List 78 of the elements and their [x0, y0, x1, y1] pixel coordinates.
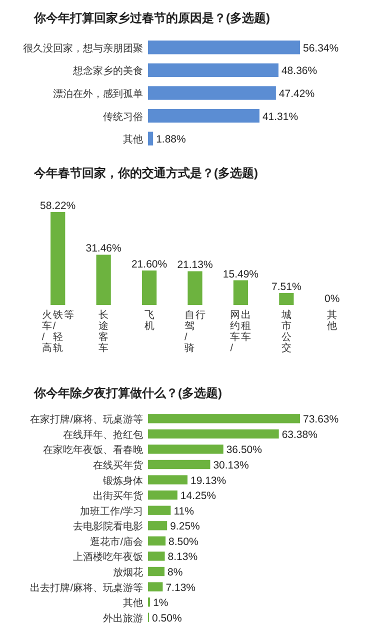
bar: [148, 429, 279, 439]
bar: [148, 132, 154, 146]
bar: [148, 86, 276, 100]
x-tick-label: 飞机: [144, 310, 154, 332]
bar: [148, 40, 300, 54]
bar: [148, 552, 165, 561]
data-label: 8.13%: [168, 551, 198, 564]
data-label: 11%: [174, 505, 194, 518]
data-label: 7.13%: [166, 582, 196, 594]
x-tick-label: 其他: [327, 309, 338, 332]
data-label: 63.38%: [282, 428, 318, 441]
data-label: 21.60%: [131, 258, 168, 270]
chart-title: 你今年除夕夜打算做什么？(多选题): [33, 386, 222, 400]
bar: [148, 444, 224, 454]
y-tick-label: 很久没回家，想与亲朋团聚: [23, 42, 143, 54]
data-label: 30.13%: [213, 460, 249, 472]
bar: [148, 108, 260, 123]
y-tick-label: 想念家乡的美食: [72, 65, 143, 78]
bar: [188, 271, 202, 305]
bar: [148, 460, 210, 470]
y-tick-label: 放烟花: [113, 566, 143, 578]
bar: [148, 536, 166, 546]
bar: [279, 293, 294, 305]
data-label: 9.25%: [170, 520, 200, 533]
bar: [233, 280, 248, 305]
chart-title: 今年春节回家，你的交通方式是？(多选题): [33, 166, 258, 180]
chart-title: 你今年打算回家乡过春节的原因是？(多选题): [33, 11, 270, 25]
bar: [148, 506, 171, 515]
y-tick-label: 上酒楼吃年夜饭: [73, 551, 143, 564]
data-label: 31.46%: [86, 242, 122, 255]
data-label: 58.22%: [40, 200, 76, 212]
bar: [142, 270, 157, 305]
y-tick-label: 出街买年货: [93, 490, 143, 502]
bar: [148, 521, 168, 530]
y-tick-label: 逛花市/庙会: [90, 536, 143, 548]
data-label: 1.88%: [156, 134, 186, 146]
bar: [148, 582, 163, 592]
bar: [148, 414, 300, 424]
data-label: 8.50%: [168, 536, 198, 548]
data-label: 56.34%: [303, 42, 339, 54]
x-tick-label: 城市公交: [280, 309, 292, 354]
data-label: 41.31%: [262, 110, 298, 123]
y-tick-label: 在家打牌/麻将、玩桌游等: [30, 414, 143, 426]
category-label: 自驾/骑行: [184, 310, 206, 354]
data-label: 19.13%: [190, 474, 226, 487]
y-tick-label: 漂泊在外，感到孤单: [53, 88, 143, 100]
bar: [148, 475, 188, 484]
data-label: 21.13%: [177, 259, 213, 272]
data-label: 7.51%: [272, 281, 302, 294]
bar: [148, 63, 278, 78]
y-tick-label: 加班工作/学习: [80, 505, 143, 518]
y-tick-label: 在线买年货: [93, 460, 143, 472]
y-tick-label: 锻炼身体: [102, 474, 143, 487]
data-label: 14.25%: [180, 490, 216, 502]
data-label: 1%: [153, 597, 168, 610]
data-label: 48.36%: [281, 65, 318, 78]
data-label: 0.50%: [152, 612, 182, 624]
category-label: 火车/高铁/轻轨等: [42, 310, 74, 354]
data-label: 15.49%: [222, 268, 259, 280]
bar: [50, 212, 66, 305]
category-label: 网约车/出租车: [230, 310, 252, 354]
bar: [148, 490, 178, 500]
data-label: 36.50%: [226, 444, 262, 456]
x-tick-label: 长途客车: [98, 309, 109, 354]
y-tick-label: 出去打牌/麻将、玩桌游等: [30, 582, 143, 594]
y-tick-label: 去电影院看电影: [73, 520, 143, 533]
data-label: 73.63%: [303, 414, 339, 426]
y-tick-label: 其他: [123, 134, 143, 146]
y-tick-label: 传统习俗: [103, 110, 143, 123]
bar: [148, 566, 165, 576]
y-tick-label: 外出旅游: [103, 612, 143, 624]
y-tick-label: 其他: [123, 597, 143, 610]
data-label: 47.42%: [278, 88, 315, 100]
y-tick-label: 在线拜年、抢红包: [63, 428, 143, 441]
bar: [96, 254, 111, 305]
data-label: 0%: [324, 293, 340, 305]
y-tick-label: 在家吃年夜饭、看春晚: [43, 444, 143, 456]
data-label: 8%: [168, 566, 183, 578]
